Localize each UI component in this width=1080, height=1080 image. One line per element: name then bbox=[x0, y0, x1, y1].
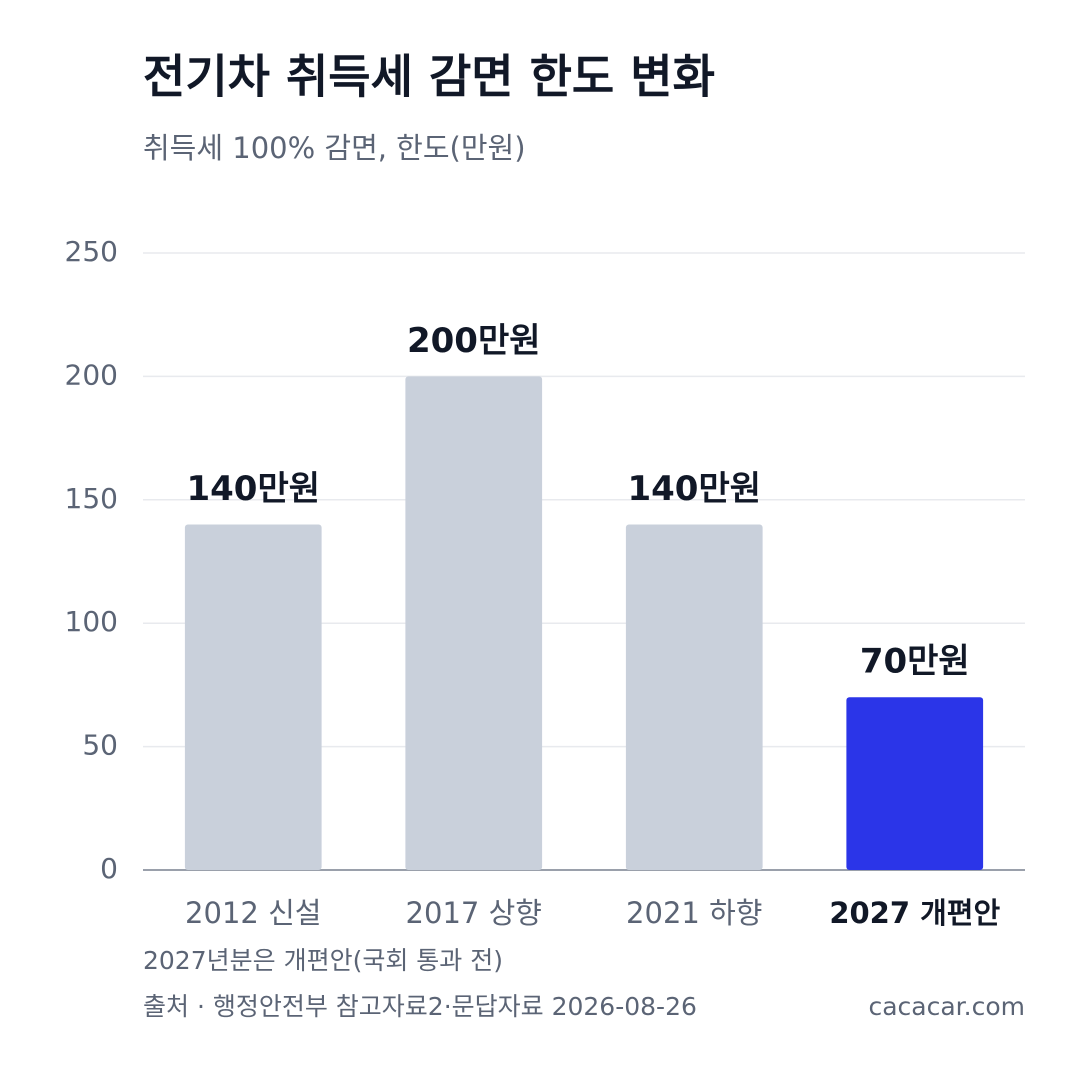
bar bbox=[184, 524, 322, 870]
y-tick-label: 50 bbox=[82, 729, 118, 762]
chart-subtitle: 취득세 100% 감면, 한도(만원) bbox=[143, 131, 526, 165]
x-tick-label: 2027 개편안 bbox=[829, 896, 1000, 930]
y-tick-label: 0 bbox=[100, 852, 118, 885]
x-tick-label: 2017 상향 bbox=[406, 896, 542, 930]
credit: cacacar.com bbox=[868, 992, 1025, 1021]
y-tick-label: 150 bbox=[65, 482, 118, 515]
source: 출처 · 행정안전부 참고자료2·문답자료 2026-08-26 bbox=[143, 992, 697, 1021]
value-label: 70만원 bbox=[860, 642, 970, 682]
value-label: 140만원 bbox=[627, 469, 761, 509]
value-label: 140만원 bbox=[186, 469, 320, 509]
bar bbox=[846, 697, 984, 870]
note: 2027년분은 개편안(국회 통과 전) bbox=[143, 946, 503, 975]
bar bbox=[405, 376, 543, 870]
value-label: 200만원 bbox=[407, 321, 541, 361]
x-tick-label: 2012 신설 bbox=[185, 896, 321, 930]
y-tick-label: 100 bbox=[65, 605, 118, 638]
bar bbox=[625, 524, 763, 870]
chart-title: 전기차 취득세 감면 한도 변화 bbox=[143, 50, 715, 104]
y-tick-label: 200 bbox=[65, 358, 118, 391]
y-tick-label: 250 bbox=[65, 235, 118, 268]
x-tick-label: 2021 하향 bbox=[626, 896, 762, 930]
